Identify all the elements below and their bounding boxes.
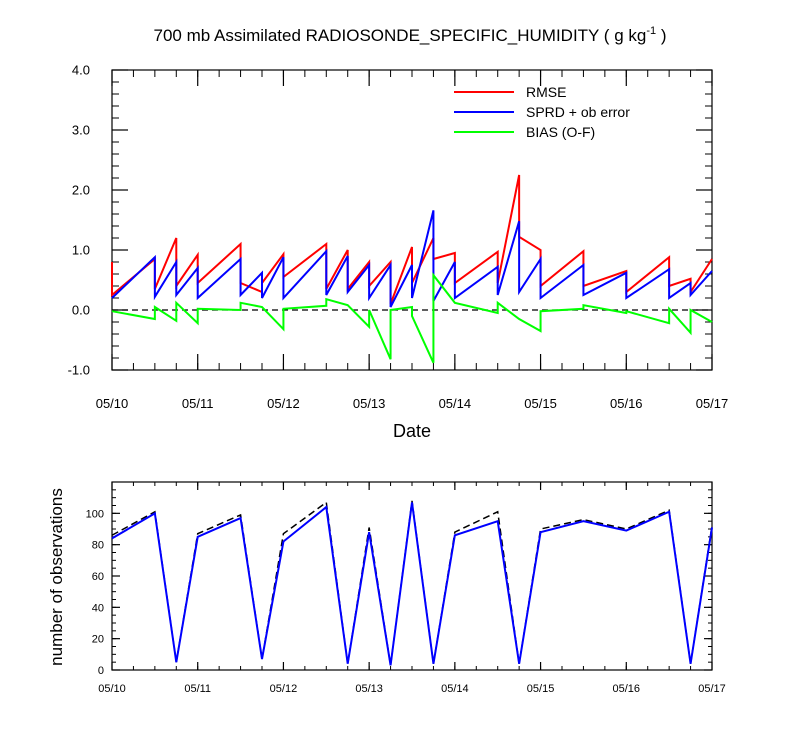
y-tick-label: 0.0 xyxy=(72,303,90,318)
top-panel: 05/10 05/11 05/12 05/13 05/14 05/15 05/16 05/17… xyxy=(68,63,729,411)
series-line-assimilated xyxy=(111,502,713,666)
y-tick-label: 2.0 xyxy=(72,183,90,198)
x-tick-label: 05/16 xyxy=(613,683,641,695)
x-tick-label: 05/14 xyxy=(441,683,469,695)
x-tick-label: 05/12 xyxy=(267,396,300,411)
y-tick-label: -1.0 xyxy=(68,363,90,378)
y-tick-label: 1.0 xyxy=(72,243,90,258)
x-tick-label: 05/15 xyxy=(527,683,555,695)
x-tick-label: 05/11 xyxy=(184,683,211,695)
y-tick-label: 3.0 xyxy=(72,123,90,138)
x-tick-label: 05/13 xyxy=(353,396,386,411)
legend-label: BIAS (O-F) xyxy=(526,124,595,140)
x-tick-label: 05/11 xyxy=(182,396,214,411)
y-tick-label: 100 xyxy=(86,508,104,520)
series-line-bias-o-f xyxy=(111,272,713,364)
chart-title: 700 mb Assimilated RADIOSONDE_SPECIFIC_H… xyxy=(154,25,667,45)
series-line-sprd-ob-error xyxy=(111,210,713,308)
chart-title-main: 700 mb Assimilated RADIOSONDE_SPECIFIC_H… xyxy=(154,26,647,45)
x-tick-label: 05/15 xyxy=(524,396,557,411)
y-tick-label: 80 xyxy=(92,540,104,552)
series-line-possible xyxy=(111,500,713,666)
top-x-axis-label: Date xyxy=(393,421,431,441)
legend-label: SPRD + ob error xyxy=(526,104,630,120)
x-tick-label: 05/13 xyxy=(355,683,383,695)
x-tick-label: 05/10 xyxy=(98,683,126,695)
x-tick-label: 05/10 xyxy=(96,396,129,411)
x-tick-label: 05/14 xyxy=(439,396,472,411)
x-tick-label: 05/12 xyxy=(270,683,298,695)
y-tick-label: 60 xyxy=(92,571,104,583)
legend-label: RMSE xyxy=(526,84,566,100)
y-tick-label: 0 xyxy=(98,665,104,677)
chart-title-superscript: -1 xyxy=(646,25,656,37)
y-tick-label: 20 xyxy=(92,634,104,646)
y-tick-label: 40 xyxy=(92,602,104,614)
bottom-y-axis-label: number of observations xyxy=(47,488,66,666)
x-tick-label: 05/17 xyxy=(698,683,726,695)
plot-frame xyxy=(111,481,713,671)
bottom-panel: 05/10 05/11 05/12 05/13 05/14 05/15 05/16 05/17… xyxy=(86,481,726,695)
y-tick-label: 4.0 xyxy=(72,63,90,78)
chart-title-suffix: ) xyxy=(656,26,666,45)
x-tick-label: 05/16 xyxy=(610,396,643,411)
x-tick-label: 05/17 xyxy=(696,396,729,411)
